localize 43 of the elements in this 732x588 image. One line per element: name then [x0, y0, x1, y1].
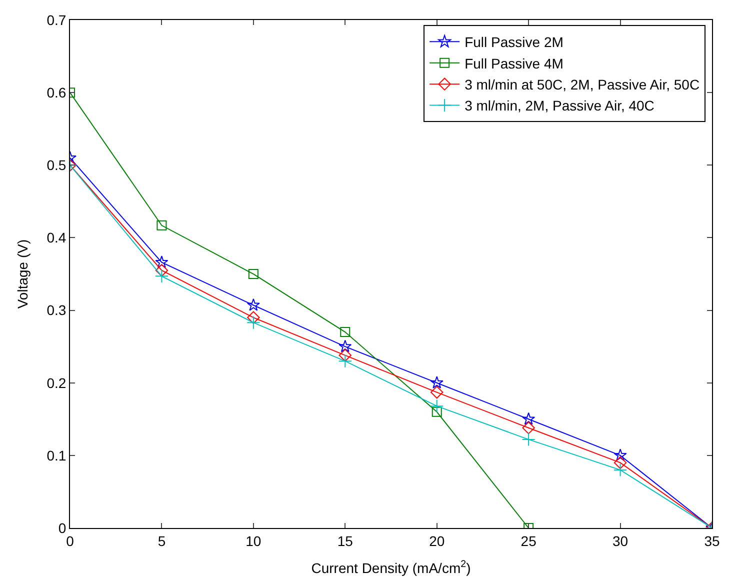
point: [338, 354, 352, 368]
point: [522, 432, 536, 446]
point: [613, 463, 628, 477]
y-tick-label: 0.6: [46, 84, 66, 100]
y-tick-label: 0.4: [46, 230, 66, 246]
x-tick-label: 15: [337, 532, 354, 549]
y-axis-title: Voltage (V): [14, 239, 30, 309]
point: [340, 327, 350, 338]
y-tick-label: 0.7: [46, 12, 66, 28]
point: [156, 220, 167, 230]
x-tick-label: 35: [704, 532, 720, 549]
x-tick-label: 30: [612, 532, 628, 549]
point: [338, 348, 352, 362]
legend-label: 3 ml/min, 2M, Passive Air, 40C: [464, 98, 654, 114]
legend-label: 3 ml/min at 50C, 2M, Passive Air, 50C: [464, 76, 700, 93]
x-axis-title: Current Density (mA/cm$^{2}$): [311, 559, 471, 576]
point: [338, 340, 352, 352]
point: [430, 376, 444, 388]
point: [248, 269, 258, 279]
legend-label: Full Passive 4M: [464, 55, 564, 72]
point: [430, 399, 444, 413]
y-tick-label: 0.3: [46, 302, 66, 318]
y-tick-label: 0: [58, 520, 66, 536]
point: [522, 422, 535, 434]
point: [155, 264, 168, 277]
point: [432, 406, 442, 417]
point: [154, 269, 169, 283]
point: [246, 316, 260, 330]
y-tick-label: 0.1: [46, 447, 66, 464]
x-tick-label: 5: [158, 532, 166, 549]
x-tick-label: 25: [520, 532, 537, 549]
point: [247, 311, 260, 324]
point: [246, 298, 260, 311]
x-tick-label: 20: [429, 532, 445, 549]
point: [522, 412, 536, 425]
point: [614, 456, 627, 470]
y-tick-label: 0.5: [46, 157, 66, 174]
y-tick-label: 0.2: [46, 374, 66, 391]
point: [430, 386, 444, 399]
point: [155, 256, 168, 268]
point: [614, 448, 627, 462]
legend-label: Full Passive 2M: [464, 34, 564, 50]
x-tick-label: 10: [246, 532, 262, 549]
